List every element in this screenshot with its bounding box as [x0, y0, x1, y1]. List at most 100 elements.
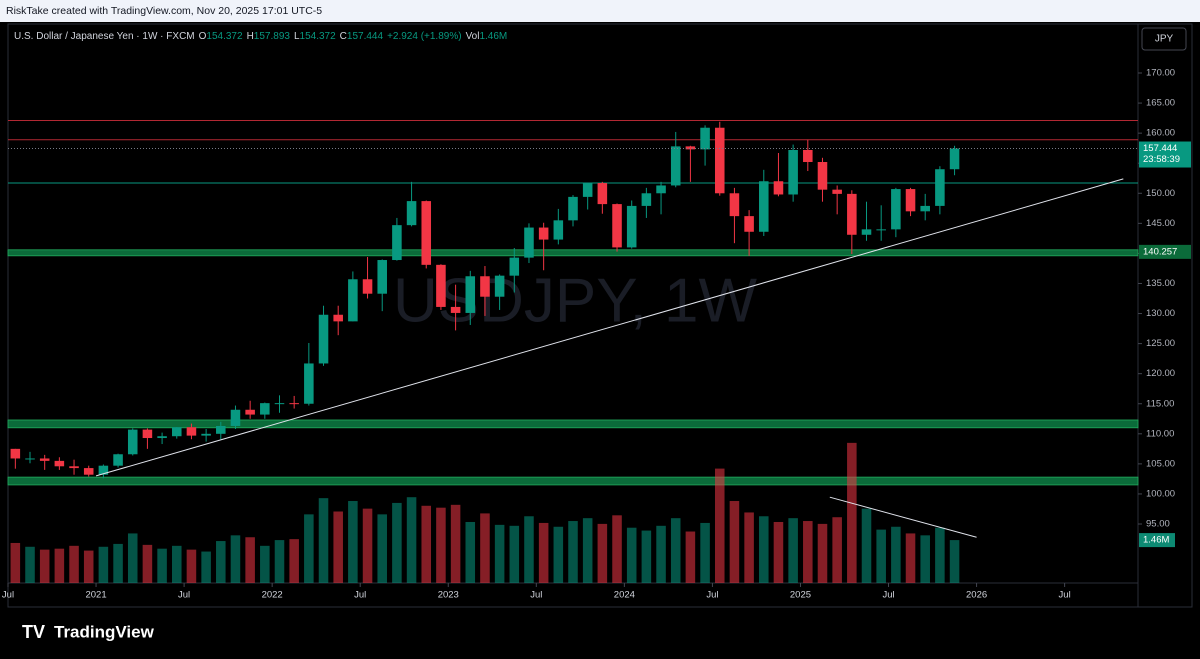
legend-value: 157.444 — [347, 31, 384, 42]
candle-body — [465, 276, 476, 313]
trendline — [95, 178, 1124, 477]
volume-bar — [920, 535, 930, 583]
candle-body — [847, 193, 857, 235]
volume-bar — [847, 442, 857, 583]
y-tick-label: 125.00 — [1146, 338, 1175, 349]
candle-body — [216, 425, 226, 434]
candle-body — [406, 201, 417, 226]
volume-bar — [832, 517, 842, 583]
y-tick-label: 110.00 — [1146, 428, 1174, 439]
y-tick-label: 100.00 — [1146, 488, 1175, 499]
candle-body — [949, 148, 960, 170]
volume-bar — [362, 508, 373, 583]
zone — [7, 249, 1139, 257]
candle-body — [700, 127, 710, 150]
candle-body — [612, 204, 622, 248]
y-tick-label: 150.00 — [1146, 188, 1175, 199]
volume-bar — [509, 525, 520, 583]
volume-bar — [744, 512, 754, 583]
volume-tag-label: 1.46M — [1143, 535, 1169, 546]
volume-value: 1.46M — [479, 31, 507, 42]
volume-bar — [25, 546, 35, 583]
volume-bar — [803, 521, 813, 583]
volume-bar — [670, 518, 681, 583]
candle-body — [348, 279, 358, 322]
volume-bar — [113, 543, 123, 583]
symbol: U.S. Dollar / Japanese Yen · 1W · FXCM — [14, 31, 195, 42]
volume-bar — [612, 515, 622, 583]
candle-body — [304, 363, 314, 404]
volume-bar — [553, 526, 564, 583]
candle-body — [597, 183, 608, 205]
volume-bar — [69, 545, 79, 583]
y-tick-label: 135.00 — [1146, 278, 1175, 289]
candle-body — [289, 403, 299, 405]
candle-body — [920, 205, 930, 212]
candle-body — [274, 403, 285, 405]
credit: RiskTake created with TradingView.com, N… — [6, 5, 322, 17]
volume-bar — [201, 551, 211, 583]
x-tick-label: Jul — [178, 590, 190, 601]
candle-body — [553, 220, 564, 240]
volume-bar — [157, 548, 167, 583]
legend-key: H — [247, 31, 254, 42]
volume-bar — [524, 516, 534, 583]
volume-bar — [377, 514, 387, 583]
volume-bar — [318, 498, 329, 583]
header-bar — [0, 0, 1200, 22]
y-tick-label: 95.00 — [1146, 519, 1170, 530]
volume-bar — [759, 516, 769, 583]
volume-bar — [230, 535, 241, 583]
legend-key: O — [199, 31, 207, 42]
candle-body — [201, 433, 211, 436]
x-tick-label: Jul — [706, 590, 718, 601]
x-tick-label: Jul — [882, 590, 894, 601]
volume-bar — [876, 529, 886, 583]
volume-bar — [568, 521, 578, 583]
volume-bar — [260, 545, 270, 583]
candle-body — [568, 196, 578, 221]
candle-body — [377, 260, 387, 294]
price-tag — [1139, 141, 1191, 168]
y-tick-label: 130.00 — [1146, 308, 1175, 319]
volume-bar — [10, 542, 21, 583]
candle-body — [83, 468, 94, 475]
candle-body — [480, 276, 490, 297]
volume-bar — [274, 540, 285, 583]
candle-body — [641, 193, 652, 206]
volume-bar — [729, 501, 740, 583]
currency-button[interactable] — [1141, 27, 1187, 51]
volume-bar — [142, 544, 153, 583]
volume-bar — [891, 526, 901, 583]
candle-body — [25, 458, 35, 460]
candle-body — [318, 314, 329, 364]
candle-body — [509, 257, 520, 276]
candle-body — [935, 169, 945, 206]
volume-bar — [171, 545, 182, 583]
legend: U.S. Dollar / Japanese Yen · 1W · FXCM O 1… — [14, 31, 507, 42]
price-tag-label: 157.444 — [1143, 143, 1177, 154]
volume-bar — [216, 541, 226, 583]
volume-bar — [450, 504, 461, 583]
candle-body — [538, 227, 549, 240]
volume-bar — [949, 540, 960, 583]
volume-bar — [685, 531, 696, 583]
volume-bar — [480, 513, 490, 583]
volume-bar — [538, 522, 549, 583]
y-tick-label: 115.00 — [1146, 398, 1174, 409]
volume-bar — [773, 521, 784, 583]
volume-bar — [186, 549, 197, 583]
candle-body — [98, 465, 109, 475]
volume-bar — [582, 518, 593, 583]
watermark: USDJPY, 1W — [393, 266, 758, 335]
candle-body — [891, 189, 901, 230]
candle-body — [494, 275, 505, 297]
volume-bar — [406, 497, 417, 583]
candle-body — [186, 427, 197, 436]
currency[interactable]: JPY — [1155, 34, 1174, 45]
x-tick-label: 2024 — [614, 590, 635, 601]
candle-body — [861, 229, 872, 235]
candle-body — [685, 146, 696, 150]
candle-body — [626, 205, 637, 248]
